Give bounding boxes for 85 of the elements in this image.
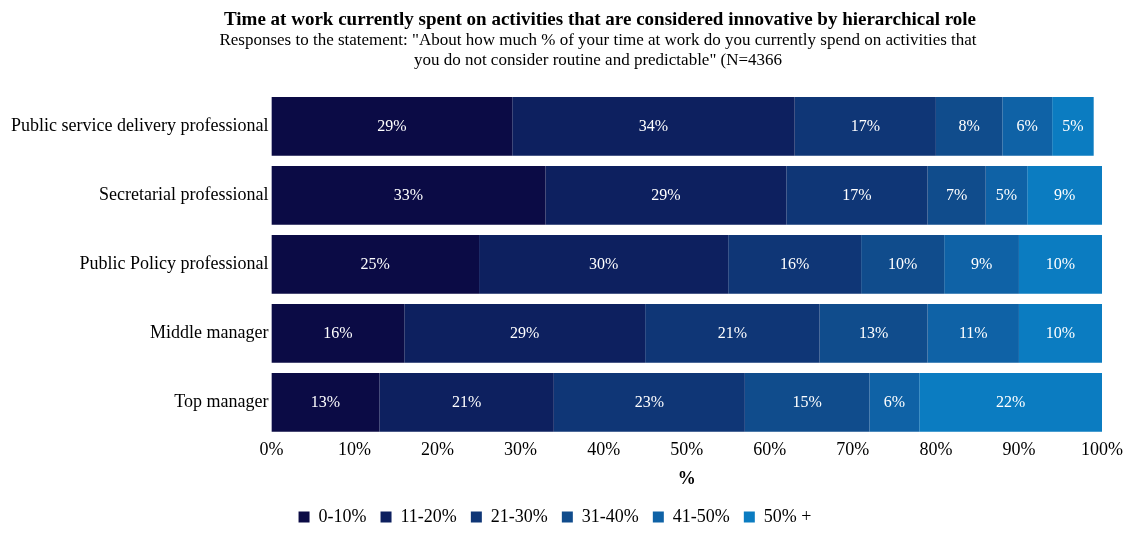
bar [927, 165, 986, 225]
legend-label: 11-20% [400, 505, 457, 526]
x-tick-label: 10% [337, 439, 371, 460]
bar [919, 372, 1102, 432]
data-label: 29% [510, 323, 540, 341]
data-label: 6% [883, 392, 906, 410]
legend-label: 21-30% [490, 505, 548, 526]
data-label: 9% [970, 254, 993, 272]
bar [786, 165, 928, 225]
bar [271, 96, 513, 156]
data-label: 5% [1062, 116, 1084, 134]
data-label: 17% [850, 116, 880, 134]
data-label: 21% [451, 392, 482, 410]
data-label: 15% [792, 392, 822, 410]
data-label: 9% [1053, 185, 1076, 203]
x-tick-label: 50% [670, 439, 704, 460]
data-label: 30% [588, 254, 619, 272]
x-tick-label: 90% [1002, 439, 1036, 460]
bar [1052, 96, 1094, 156]
bar [744, 372, 870, 432]
bar [645, 303, 820, 363]
bar [271, 303, 405, 363]
bar [512, 96, 795, 156]
bar [1002, 96, 1053, 156]
data-label: 21% [717, 323, 748, 341]
bar [379, 372, 554, 432]
bar [728, 234, 862, 294]
data-label: 29% [651, 185, 681, 203]
data-label: 7% [945, 185, 968, 203]
data-label: 8% [958, 116, 980, 134]
x-tick-label: 60% [753, 439, 787, 460]
bar [819, 303, 928, 363]
x-tick-label: 40% [587, 439, 621, 460]
bar [985, 165, 1028, 225]
y-tick-label: Top manager [174, 391, 269, 412]
bar [927, 303, 1019, 363]
data-label: 16% [780, 254, 810, 272]
bar [1018, 234, 1102, 294]
bar [271, 372, 380, 432]
x-tick-label: 80% [919, 439, 953, 460]
data-label: 17% [842, 185, 872, 203]
data-label: 25% [360, 254, 390, 272]
x-tick-label: 20% [421, 439, 455, 460]
bar [1018, 303, 1102, 363]
bar [404, 303, 646, 363]
y-tick-label: Middle manager [149, 322, 269, 343]
bar [935, 96, 1003, 156]
data-label: 22% [995, 392, 1026, 410]
data-label: 13% [858, 323, 889, 341]
legend-label: 31-40% [581, 505, 639, 526]
chart-title: Time at work currently spent on activities that are considered innovative by hierarchical role [223, 8, 977, 30]
x-tick-label: 0% [259, 439, 284, 460]
legend-label: 41-50% [672, 505, 730, 526]
bar [479, 234, 729, 294]
data-label: 5% [995, 185, 1018, 203]
bar [861, 234, 945, 294]
data-label: 16% [323, 323, 353, 341]
chart-subtitle: Responses to the statement: "About how much % of your time at work do you currently spend on activities that you do not consider routine and predictable" (N=4366 [218, 30, 978, 70]
x-axis-title: % [677, 467, 696, 488]
legend-label: 0-10% [318, 505, 367, 526]
y-tick-label: Public service delivery professional [10, 115, 269, 136]
data-label: 6% [1016, 116, 1038, 134]
x-tick-label: 70% [836, 439, 870, 460]
data-label: 34% [638, 116, 669, 134]
bar [869, 372, 920, 432]
legend-label: 50% + [763, 505, 812, 526]
data-label: 13% [310, 392, 341, 410]
y-tick-label: Secretarial professional [98, 184, 269, 205]
bar [944, 234, 1019, 294]
data-label: 29% [377, 116, 407, 134]
data-label: 11% [958, 323, 988, 341]
x-tick-label: 100% [1081, 439, 1123, 460]
data-label: 10% [1045, 254, 1076, 272]
data-label: 10% [1045, 323, 1076, 341]
bar [271, 165, 546, 225]
bar [1027, 165, 1102, 225]
bar [545, 165, 787, 225]
y-tick-label: Public Policy professional [79, 253, 269, 274]
bar [794, 96, 936, 156]
data-label: 33% [393, 185, 424, 203]
bar [271, 234, 480, 294]
bar [553, 372, 745, 432]
data-label: 10% [888, 254, 918, 272]
data-label: 23% [634, 392, 664, 410]
x-tick-label: 30% [504, 439, 538, 460]
